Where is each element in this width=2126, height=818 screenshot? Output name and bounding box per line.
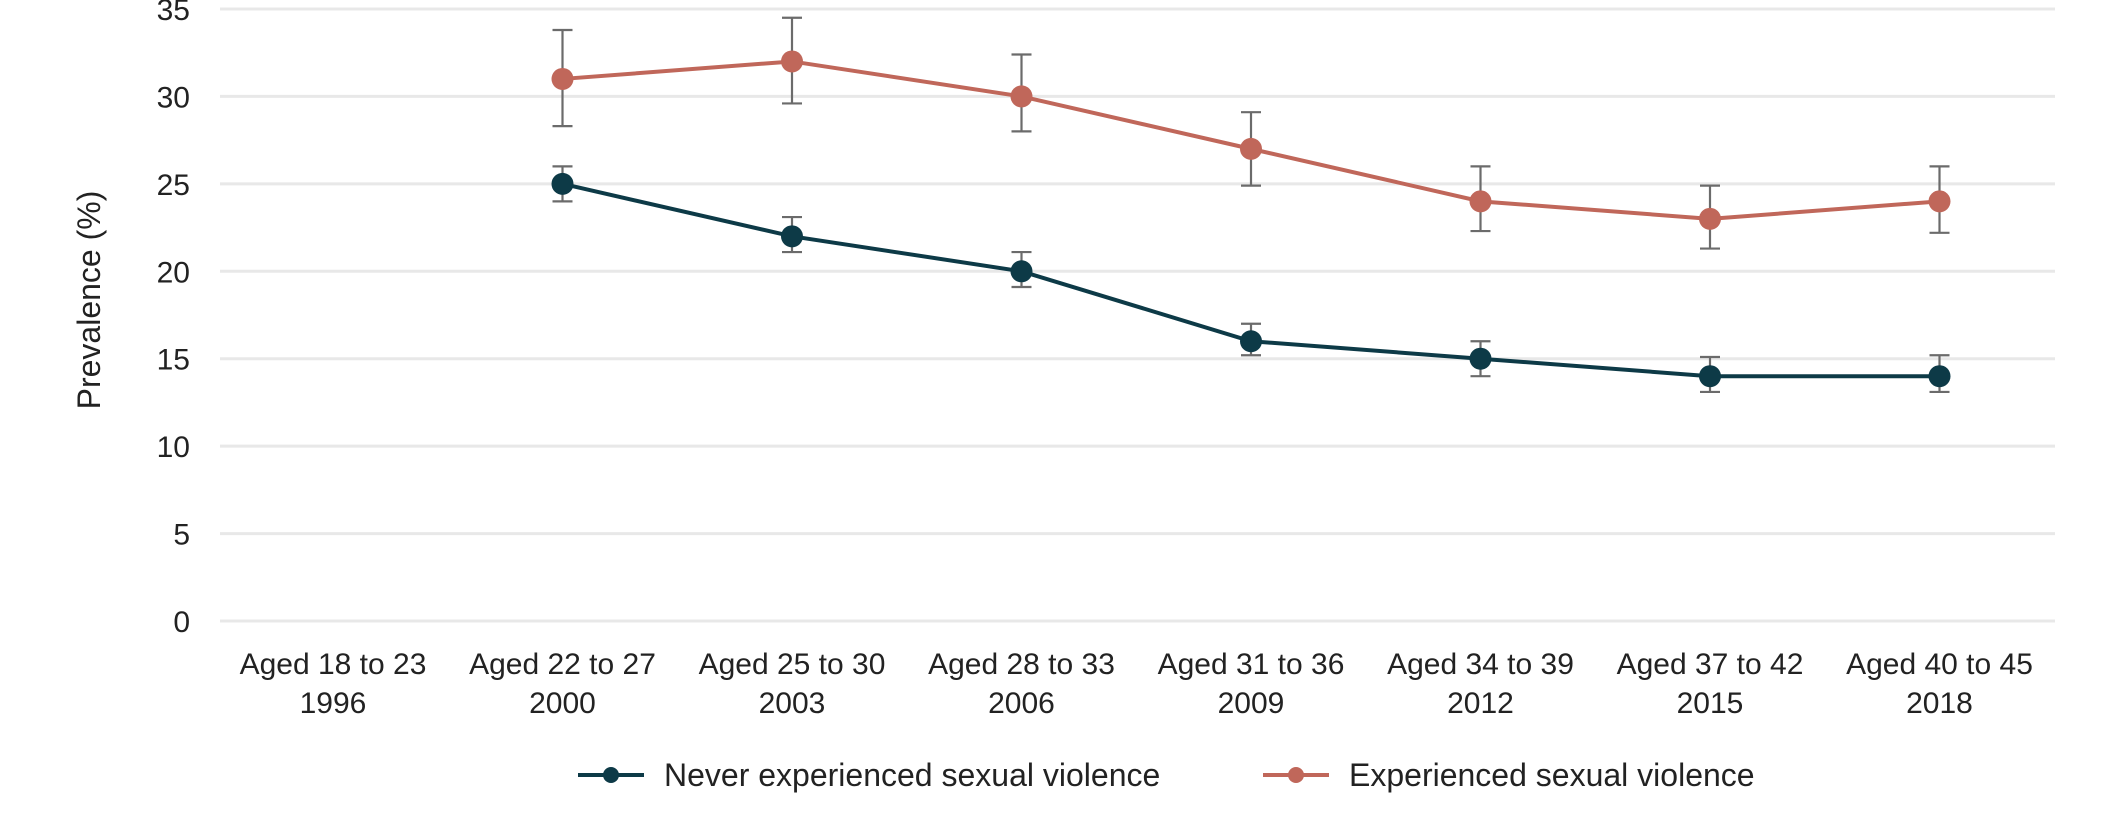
- x-tick-label: Aged 31 to 36 2009: [1158, 648, 1345, 720]
- x-tick-label: Aged 25 to 30 2003: [699, 648, 886, 720]
- grid-lines: [220, 7, 2055, 623]
- y-axis-title: Prevalence (%): [71, 191, 107, 410]
- legend-item: Experienced sexual violence: [1263, 757, 1755, 793]
- y-tick-label: 25: [157, 169, 190, 202]
- y-axis-ticks: 0 5 10 15 20 25 30 35: [157, 0, 190, 639]
- y-tick-label: 0: [173, 606, 190, 639]
- legend-label: Never experienced sexual violence: [664, 757, 1160, 793]
- y-tick-label: 15: [157, 344, 190, 377]
- data-point: [1928, 365, 1951, 388]
- data-point: [781, 225, 803, 248]
- legend: Never experienced sexual violence Experie…: [578, 757, 1755, 793]
- legend-label: Experienced sexual violence: [1349, 757, 1755, 793]
- data-point: [1010, 260, 1033, 283]
- x-tick-label: Aged 40 to 45 2018: [1846, 648, 2033, 720]
- series-experienced: [551, 16, 1951, 250]
- data-point: [1010, 85, 1033, 108]
- data-point: [781, 50, 803, 73]
- data-point: [551, 67, 574, 90]
- data-point: [1240, 137, 1262, 160]
- y-tick-label: 5: [173, 519, 190, 552]
- x-tick-label: Aged 28 to 33 2006: [928, 648, 1115, 720]
- data-point: [1469, 347, 1492, 370]
- y-tick-label: 35: [157, 0, 190, 27]
- x-tick-label: Aged 37 to 42 2015: [1617, 648, 1804, 720]
- data-point: [1699, 365, 1721, 388]
- legend-marker: [1288, 767, 1304, 783]
- legend-marker: [603, 767, 619, 783]
- legend-item: Never experienced sexual violence: [578, 757, 1160, 793]
- x-tick-label: Aged 18 to 23 1996: [240, 648, 427, 720]
- y-tick-label: 20: [157, 256, 190, 289]
- series-never-experienced: [551, 165, 1951, 394]
- data-point: [1469, 190, 1492, 213]
- y-tick-label: 30: [157, 81, 190, 114]
- series: [551, 16, 1951, 394]
- data-point: [1928, 190, 1951, 213]
- data-point: [1240, 330, 1262, 353]
- x-tick-label: Aged 22 to 27 2000: [469, 648, 656, 720]
- x-tick-label: Aged 34 to 39 2012: [1387, 648, 1574, 720]
- x-axis-ticks: Aged 18 to 23 1996 Aged 22 to 27 2000 Aged 2…: [240, 648, 2033, 720]
- data-point: [1699, 207, 1721, 230]
- data-point: [551, 172, 574, 195]
- y-tick-label: 10: [157, 431, 190, 464]
